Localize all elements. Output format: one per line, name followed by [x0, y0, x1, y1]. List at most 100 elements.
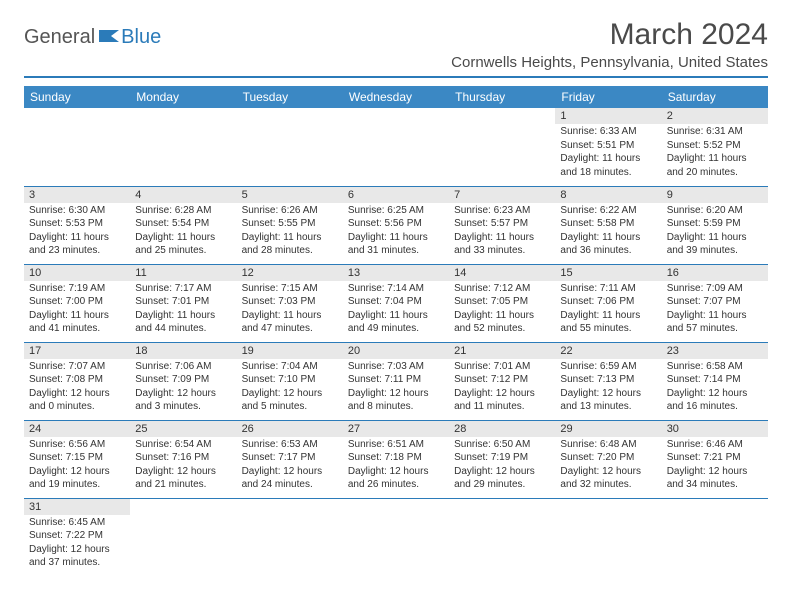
- calendar-cell: 13Sunrise: 7:14 AMSunset: 7:04 PMDayligh…: [343, 264, 449, 342]
- calendar-row: 10Sunrise: 7:19 AMSunset: 7:00 PMDayligh…: [24, 264, 768, 342]
- day-number: 4: [130, 187, 236, 203]
- day-data: Sunrise: 7:12 AMSunset: 7:05 PMDaylight:…: [449, 281, 555, 339]
- day-data: Sunrise: 6:25 AMSunset: 5:56 PMDaylight:…: [343, 203, 449, 261]
- day-data: Sunrise: 6:23 AMSunset: 5:57 PMDaylight:…: [449, 203, 555, 261]
- day-data: Sunrise: 6:56 AMSunset: 7:15 PMDaylight:…: [24, 437, 130, 495]
- calendar-body: 1Sunrise: 6:33 AMSunset: 5:51 PMDaylight…: [24, 108, 768, 576]
- calendar-cell: 27Sunrise: 6:51 AMSunset: 7:18 PMDayligh…: [343, 420, 449, 498]
- calendar-cell: 26Sunrise: 6:53 AMSunset: 7:17 PMDayligh…: [237, 420, 343, 498]
- calendar-cell: 11Sunrise: 7:17 AMSunset: 7:01 PMDayligh…: [130, 264, 236, 342]
- calendar-cell: [555, 498, 661, 576]
- day-number: 14: [449, 265, 555, 281]
- calendar-cell: [237, 108, 343, 186]
- day-number: 3: [24, 187, 130, 203]
- day-number: 1: [555, 108, 661, 124]
- weekday-header: Friday: [555, 86, 661, 108]
- calendar-cell: 25Sunrise: 6:54 AMSunset: 7:16 PMDayligh…: [130, 420, 236, 498]
- day-number: 16: [662, 265, 768, 281]
- day-data: Sunrise: 7:14 AMSunset: 7:04 PMDaylight:…: [343, 281, 449, 339]
- weekday-row: SundayMondayTuesdayWednesdayThursdayFrid…: [24, 86, 768, 108]
- day-data: Sunrise: 6:51 AMSunset: 7:18 PMDaylight:…: [343, 437, 449, 495]
- day-number: 22: [555, 343, 661, 359]
- calendar-cell: 12Sunrise: 7:15 AMSunset: 7:03 PMDayligh…: [237, 264, 343, 342]
- calendar-cell: 16Sunrise: 7:09 AMSunset: 7:07 PMDayligh…: [662, 264, 768, 342]
- calendar-cell: [343, 108, 449, 186]
- day-data: Sunrise: 7:19 AMSunset: 7:00 PMDaylight:…: [24, 281, 130, 339]
- flag-icon: [99, 28, 121, 42]
- calendar-cell: 17Sunrise: 7:07 AMSunset: 7:08 PMDayligh…: [24, 342, 130, 420]
- calendar-cell: 24Sunrise: 6:56 AMSunset: 7:15 PMDayligh…: [24, 420, 130, 498]
- day-number: 28: [449, 421, 555, 437]
- day-number: 15: [555, 265, 661, 281]
- calendar-cell: 8Sunrise: 6:22 AMSunset: 5:58 PMDaylight…: [555, 186, 661, 264]
- calendar-cell: 5Sunrise: 6:26 AMSunset: 5:55 PMDaylight…: [237, 186, 343, 264]
- logo-text-general: General: [24, 26, 95, 49]
- day-data: Sunrise: 7:01 AMSunset: 7:12 PMDaylight:…: [449, 359, 555, 417]
- day-data: Sunrise: 6:26 AMSunset: 5:55 PMDaylight:…: [237, 203, 343, 261]
- calendar-cell: [449, 108, 555, 186]
- day-number: 9: [662, 187, 768, 203]
- day-number: 27: [343, 421, 449, 437]
- day-number: 17: [24, 343, 130, 359]
- calendar-row: 3Sunrise: 6:30 AMSunset: 5:53 PMDaylight…: [24, 186, 768, 264]
- calendar-cell: [130, 108, 236, 186]
- day-data: Sunrise: 7:17 AMSunset: 7:01 PMDaylight:…: [130, 281, 236, 339]
- day-data: Sunrise: 6:33 AMSunset: 5:51 PMDaylight:…: [555, 124, 661, 182]
- page-title: March 2024: [610, 18, 768, 52]
- day-number: 19: [237, 343, 343, 359]
- day-number: 29: [555, 421, 661, 437]
- calendar-cell: [343, 498, 449, 576]
- day-data: Sunrise: 6:58 AMSunset: 7:14 PMDaylight:…: [662, 359, 768, 417]
- day-data: Sunrise: 7:03 AMSunset: 7:11 PMDaylight:…: [343, 359, 449, 417]
- day-data: Sunrise: 7:11 AMSunset: 7:06 PMDaylight:…: [555, 281, 661, 339]
- day-data: Sunrise: 6:28 AMSunset: 5:54 PMDaylight:…: [130, 203, 236, 261]
- day-number: 25: [130, 421, 236, 437]
- day-data: Sunrise: 6:30 AMSunset: 5:53 PMDaylight:…: [24, 203, 130, 261]
- calendar-cell: 19Sunrise: 7:04 AMSunset: 7:10 PMDayligh…: [237, 342, 343, 420]
- day-number: 12: [237, 265, 343, 281]
- day-number: 31: [24, 499, 130, 515]
- weekday-header: Thursday: [449, 86, 555, 108]
- day-data: Sunrise: 7:06 AMSunset: 7:09 PMDaylight:…: [130, 359, 236, 417]
- day-number: 20: [343, 343, 449, 359]
- day-number: 30: [662, 421, 768, 437]
- day-number: 26: [237, 421, 343, 437]
- calendar-cell: 18Sunrise: 7:06 AMSunset: 7:09 PMDayligh…: [130, 342, 236, 420]
- calendar-table: SundayMondayTuesdayWednesdayThursdayFrid…: [24, 86, 768, 576]
- day-data: Sunrise: 6:54 AMSunset: 7:16 PMDaylight:…: [130, 437, 236, 495]
- day-data: Sunrise: 6:20 AMSunset: 5:59 PMDaylight:…: [662, 203, 768, 261]
- day-number: 2: [662, 108, 768, 124]
- day-number: 11: [130, 265, 236, 281]
- calendar-row: 1Sunrise: 6:33 AMSunset: 5:51 PMDaylight…: [24, 108, 768, 186]
- day-data: Sunrise: 6:31 AMSunset: 5:52 PMDaylight:…: [662, 124, 768, 182]
- day-data: Sunrise: 6:46 AMSunset: 7:21 PMDaylight:…: [662, 437, 768, 495]
- weekday-header: Saturday: [662, 86, 768, 108]
- calendar-cell: 29Sunrise: 6:48 AMSunset: 7:20 PMDayligh…: [555, 420, 661, 498]
- weekday-header: Monday: [130, 86, 236, 108]
- day-number: 8: [555, 187, 661, 203]
- day-number: 13: [343, 265, 449, 281]
- calendar-cell: 2Sunrise: 6:31 AMSunset: 5:52 PMDaylight…: [662, 108, 768, 186]
- calendar-cell: 6Sunrise: 6:25 AMSunset: 5:56 PMDaylight…: [343, 186, 449, 264]
- calendar-cell: 28Sunrise: 6:50 AMSunset: 7:19 PMDayligh…: [449, 420, 555, 498]
- logo: General Blue: [24, 18, 161, 49]
- calendar-cell: 14Sunrise: 7:12 AMSunset: 7:05 PMDayligh…: [449, 264, 555, 342]
- calendar-cell: 1Sunrise: 6:33 AMSunset: 5:51 PMDaylight…: [555, 108, 661, 186]
- weekday-header: Tuesday: [237, 86, 343, 108]
- day-number: 18: [130, 343, 236, 359]
- logo-text-blue: Blue: [121, 26, 161, 49]
- day-data: Sunrise: 6:22 AMSunset: 5:58 PMDaylight:…: [555, 203, 661, 261]
- calendar-cell: [130, 498, 236, 576]
- calendar-row: 17Sunrise: 7:07 AMSunset: 7:08 PMDayligh…: [24, 342, 768, 420]
- day-data: Sunrise: 6:59 AMSunset: 7:13 PMDaylight:…: [555, 359, 661, 417]
- day-number: 10: [24, 265, 130, 281]
- calendar-cell: 23Sunrise: 6:58 AMSunset: 7:14 PMDayligh…: [662, 342, 768, 420]
- calendar-cell: 4Sunrise: 6:28 AMSunset: 5:54 PMDaylight…: [130, 186, 236, 264]
- day-number: 24: [24, 421, 130, 437]
- calendar-cell: 10Sunrise: 7:19 AMSunset: 7:00 PMDayligh…: [24, 264, 130, 342]
- calendar-cell: 21Sunrise: 7:01 AMSunset: 7:12 PMDayligh…: [449, 342, 555, 420]
- calendar-cell: 15Sunrise: 7:11 AMSunset: 7:06 PMDayligh…: [555, 264, 661, 342]
- weekday-header: Wednesday: [343, 86, 449, 108]
- day-number: 5: [237, 187, 343, 203]
- day-data: Sunrise: 7:09 AMSunset: 7:07 PMDaylight:…: [662, 281, 768, 339]
